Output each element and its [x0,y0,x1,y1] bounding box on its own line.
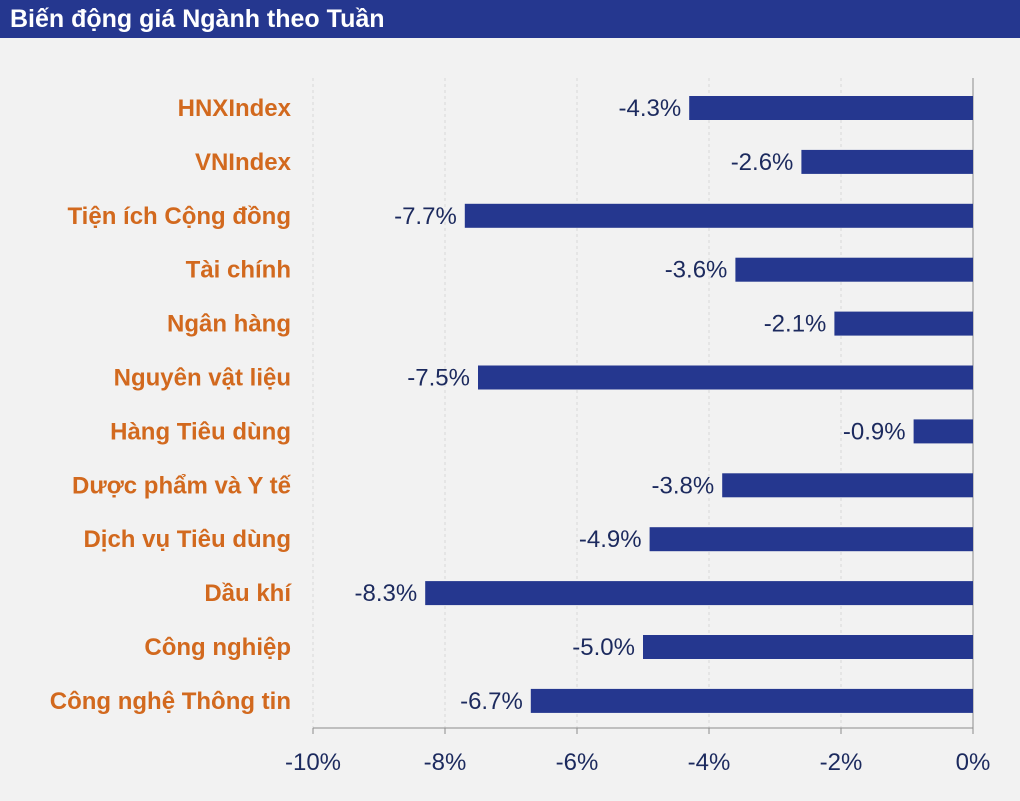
value-label: -6.7% [460,688,523,715]
bar [689,96,973,120]
tick-label: -8% [424,749,467,776]
category-label: Dược phẩm và Y tế [72,472,292,499]
value-label: -0.9% [843,418,906,445]
value-label: -3.6% [665,257,728,284]
chart-title: Biến động giá Ngành theo Tuần [10,4,385,33]
value-label: -3.8% [651,472,714,499]
value-label: -5.0% [572,634,635,661]
value-label: -2.1% [764,311,827,338]
category-label: Dịch vụ Tiêu dùng [83,526,291,553]
value-label: -4.3% [618,95,681,122]
category-label: Hàng Tiêu dùng [110,418,291,445]
bar [735,257,973,282]
bar [643,635,973,659]
tick-label: -10% [285,749,341,776]
tick-label: -4% [688,749,731,776]
bar [649,527,973,552]
value-label: -8.3% [354,580,417,607]
bar [478,365,973,390]
category-label: Ngân hàng [167,311,291,338]
tick-label: 0% [956,749,991,776]
category-label: VNIndex [195,149,292,176]
bar [530,688,973,713]
value-label: -7.7% [394,203,457,230]
value-label: -4.9% [579,526,642,553]
category-label: Công nghiệp [144,634,291,661]
bar [913,419,973,444]
bar [834,311,973,336]
chart-header: Biến động giá Ngành theo Tuần [0,0,1020,38]
category-label: HNXIndex [178,95,292,122]
tick-label: -2% [820,749,863,776]
bar [425,581,973,606]
bar [722,473,973,498]
bar [801,149,973,174]
tick-label: -6% [556,749,599,776]
bar [464,203,973,228]
category-label: Tiện ích Cộng đồng [67,203,291,230]
category-label: Tài chính [186,257,291,284]
category-label: Nguyên vật liệu [114,365,291,392]
category-label: Dầu khí [204,580,292,607]
category-label: Công nghệ Thông tin [50,688,291,715]
value-label: -7.5% [407,365,470,392]
value-label: -2.6% [731,149,794,176]
